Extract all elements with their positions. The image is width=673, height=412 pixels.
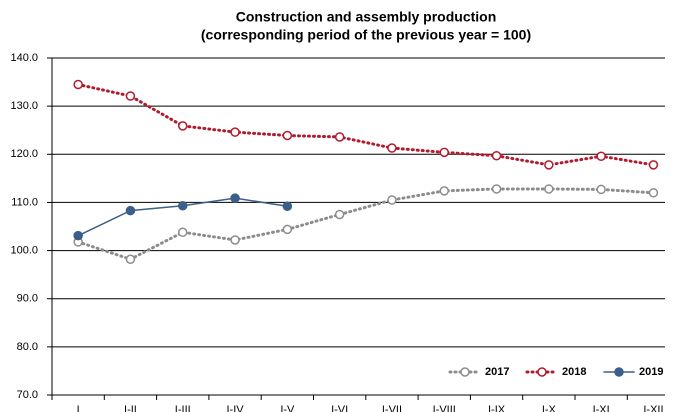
chart-title: Construction and assembly production	[236, 9, 497, 25]
y-tick-label: 110.0	[11, 196, 38, 208]
data-point	[648, 188, 659, 198]
data-point	[73, 79, 83, 90]
data-point	[178, 121, 188, 131]
series-line	[76, 187, 655, 261]
data-point	[596, 184, 606, 195]
data-point	[178, 201, 188, 211]
data-point	[544, 184, 554, 194]
chart-subtitle: (corresponding period of the previous ye…	[201, 27, 531, 43]
data-point	[491, 184, 502, 194]
y-tick-label: 70.0	[17, 389, 38, 401]
data-point	[282, 201, 293, 212]
data-point	[230, 235, 240, 245]
data-point	[230, 127, 240, 137]
legend-label: 2019	[639, 366, 663, 378]
data-point	[230, 193, 240, 203]
data-point	[387, 195, 397, 205]
x-tick-label: I-III	[175, 404, 191, 412]
data-point	[334, 209, 345, 220]
data-point	[73, 230, 83, 241]
data-point	[125, 91, 136, 101]
data-point	[334, 132, 345, 142]
x-tick-label: I-V	[280, 404, 295, 412]
series-line	[76, 82, 655, 167]
legend-marker	[537, 367, 547, 377]
data-point	[596, 151, 606, 161]
data-point	[282, 130, 293, 141]
data-point	[544, 160, 554, 170]
y-tick-label: 100.0	[10, 244, 38, 256]
y-tick-label: 130.0	[10, 100, 38, 112]
x-tick-label: I-VII	[382, 404, 402, 412]
data-point	[178, 227, 188, 238]
x-tick-label: I-X	[542, 404, 557, 412]
x-tick-label: I-VI	[331, 404, 348, 412]
y-tick-label: 90.0	[17, 293, 38, 305]
y-tick-label: 80.0	[17, 341, 38, 353]
data-point	[125, 254, 136, 264]
legend-marker	[614, 367, 624, 377]
x-tick-label: I-XII	[643, 404, 663, 412]
data-point	[648, 160, 659, 170]
data-point	[439, 147, 449, 158]
data-point	[387, 143, 397, 153]
x-tick-label: I-II	[124, 404, 137, 412]
x-tick-label: I-IX	[488, 404, 506, 412]
y-tick-label: 140.0	[10, 52, 38, 64]
x-tick-label: I-IV	[226, 404, 244, 412]
x-tick-label: I-XI	[593, 404, 610, 412]
data-point	[282, 224, 293, 235]
legend-marker	[460, 367, 470, 377]
x-tick-label: I	[77, 404, 80, 412]
x-tick-label: I-VIII	[433, 404, 456, 412]
y-tick-label: 120.0	[10, 148, 38, 160]
data-point	[439, 186, 449, 196]
data-point	[491, 150, 502, 161]
legend-label: 2018	[562, 366, 586, 378]
legend-label: 2017	[485, 366, 509, 378]
data-point	[125, 205, 136, 216]
